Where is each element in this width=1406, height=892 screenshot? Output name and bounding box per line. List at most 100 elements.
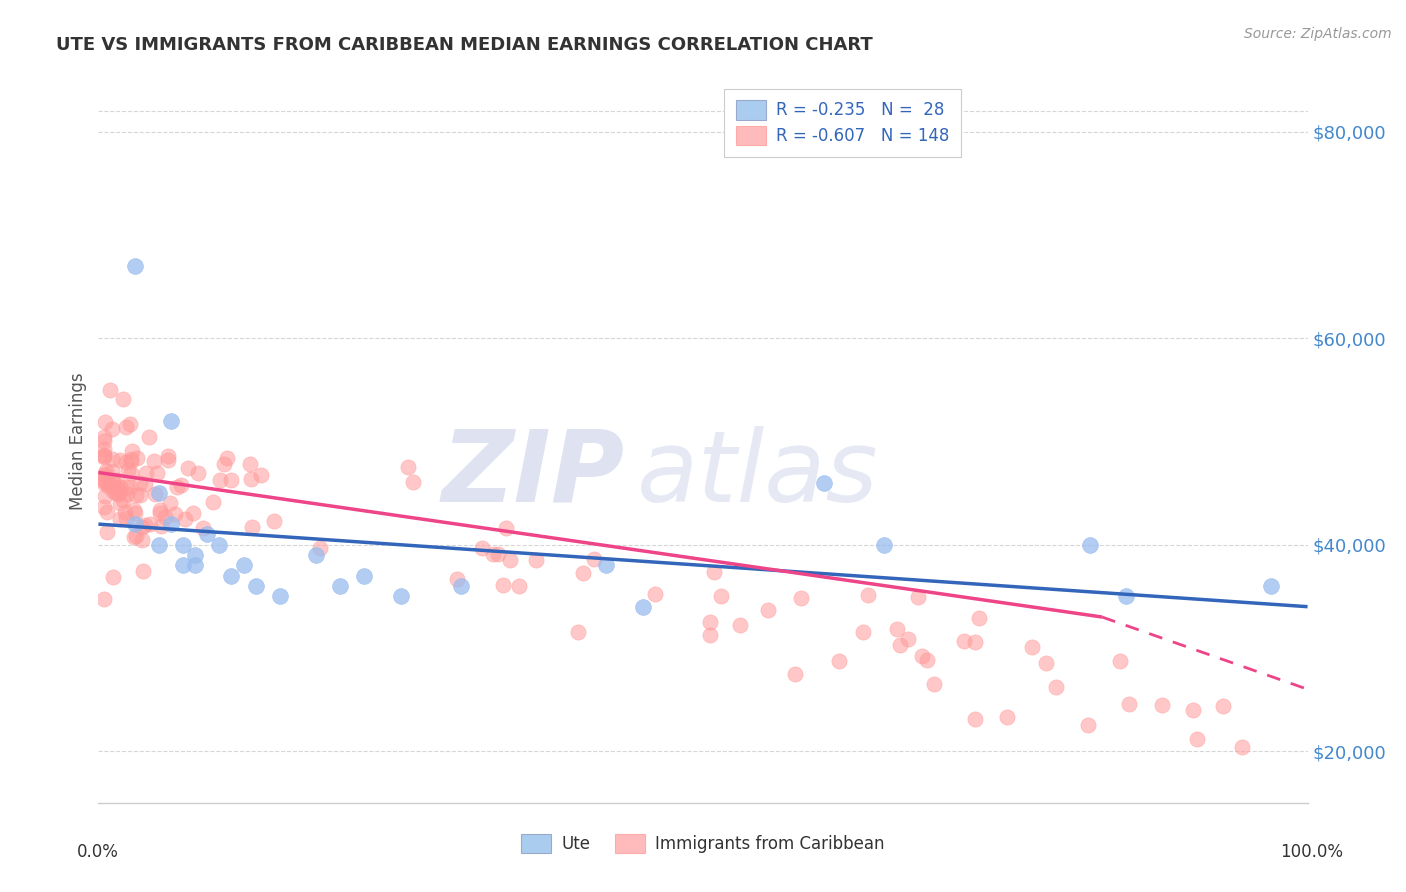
- Point: [103, 474, 125, 488]
- Point: [114, 455, 136, 469]
- Point: [153, 510, 176, 524]
- Point: [232, 558, 254, 573]
- Point: [873, 538, 896, 552]
- Point: [269, 590, 291, 604]
- Point: [827, 654, 849, 668]
- Text: Source: ZipAtlas.com: Source: ZipAtlas.com: [1244, 27, 1392, 41]
- Point: [402, 475, 425, 489]
- Point: [93, 592, 115, 607]
- Point: [1021, 640, 1043, 654]
- Point: [94, 489, 117, 503]
- Point: [143, 454, 166, 468]
- Point: [131, 533, 153, 548]
- Point: [93, 450, 115, 464]
- Point: [856, 589, 879, 603]
- Text: atlas: atlas: [637, 425, 879, 523]
- Point: [138, 430, 160, 444]
- Point: [446, 572, 468, 586]
- Point: [96, 524, 118, 539]
- Point: [389, 590, 412, 604]
- Point: [915, 653, 938, 667]
- Point: [852, 625, 875, 640]
- Point: [115, 486, 138, 500]
- Point: [789, 591, 811, 605]
- Point: [110, 496, 132, 510]
- Point: [173, 511, 195, 525]
- Point: [121, 444, 143, 458]
- Point: [163, 508, 186, 522]
- Point: [127, 450, 149, 465]
- Point: [101, 570, 124, 584]
- Point: [250, 468, 273, 483]
- Point: [125, 488, 148, 502]
- Point: [245, 579, 267, 593]
- Point: [208, 538, 231, 552]
- Point: [114, 480, 136, 494]
- Text: 0.0%: 0.0%: [77, 843, 120, 861]
- Point: [486, 547, 509, 561]
- Point: [115, 510, 138, 524]
- Point: [157, 449, 180, 463]
- Point: [98, 476, 121, 491]
- Point: [96, 505, 118, 519]
- Point: [93, 473, 115, 487]
- Point: [508, 579, 530, 593]
- Point: [201, 494, 224, 508]
- Point: [495, 520, 517, 534]
- Point: [120, 452, 142, 467]
- Point: [181, 506, 204, 520]
- Point: [124, 517, 146, 532]
- Point: [1115, 590, 1137, 604]
- Point: [101, 474, 124, 488]
- Point: [1118, 697, 1140, 711]
- Point: [118, 417, 141, 431]
- Point: [219, 473, 242, 487]
- Point: [187, 466, 209, 480]
- Point: [146, 466, 169, 480]
- Point: [953, 634, 976, 648]
- Point: [166, 480, 188, 494]
- Point: [907, 590, 929, 604]
- Point: [703, 565, 725, 579]
- Point: [239, 472, 262, 486]
- Point: [221, 568, 243, 582]
- Point: [122, 503, 145, 517]
- Point: [148, 538, 170, 552]
- Point: [486, 816, 509, 830]
- Y-axis label: Median Earnings: Median Earnings: [69, 373, 87, 510]
- Point: [160, 414, 183, 428]
- Point: [572, 566, 595, 580]
- Point: [471, 541, 494, 556]
- Point: [963, 712, 986, 726]
- Point: [105, 473, 128, 487]
- Point: [329, 579, 352, 593]
- Point: [159, 496, 181, 510]
- Point: [582, 552, 605, 566]
- Point: [169, 478, 191, 492]
- Point: [1078, 538, 1101, 552]
- Point: [94, 464, 117, 478]
- Point: [94, 467, 117, 481]
- Point: [730, 618, 752, 632]
- Point: [195, 527, 218, 541]
- Point: [172, 558, 194, 573]
- Point: [263, 514, 285, 528]
- Point: [98, 383, 121, 397]
- Point: [668, 827, 690, 841]
- Point: [1230, 740, 1253, 755]
- Point: [1035, 656, 1057, 670]
- Point: [134, 518, 156, 533]
- Point: [1185, 732, 1208, 747]
- Point: [149, 503, 172, 517]
- Point: [963, 635, 986, 649]
- Point: [111, 392, 134, 406]
- Point: [114, 506, 136, 520]
- Point: [631, 599, 654, 614]
- Point: [110, 480, 132, 494]
- Point: [995, 710, 1018, 724]
- Point: [97, 479, 120, 493]
- Point: [93, 415, 115, 429]
- Point: [176, 460, 198, 475]
- Point: [499, 553, 522, 567]
- Point: [105, 481, 128, 495]
